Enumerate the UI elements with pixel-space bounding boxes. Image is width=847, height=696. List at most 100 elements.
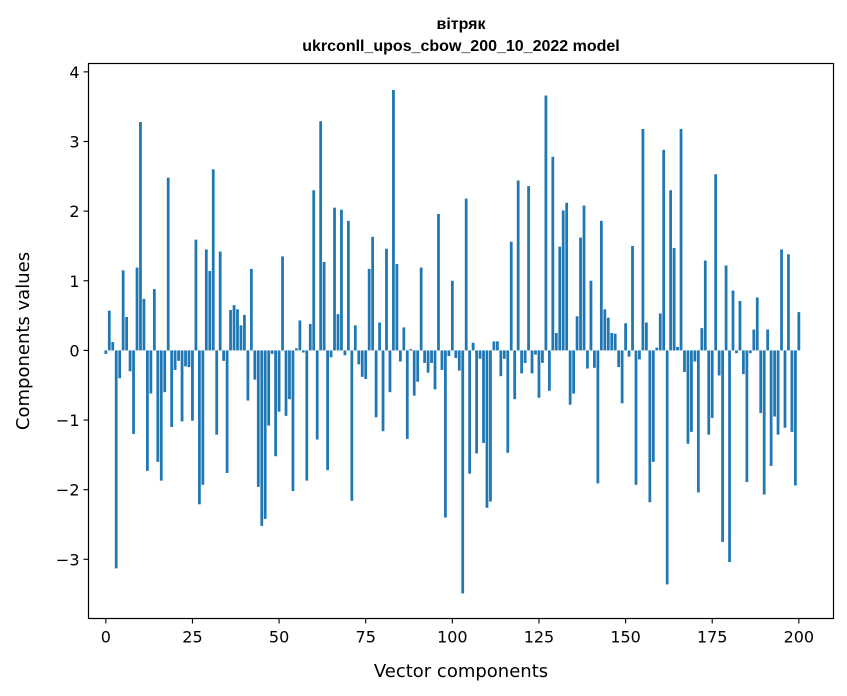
- bar-40: [243, 314, 246, 351]
- bar-15: [156, 350, 160, 462]
- bar-68: [340, 209, 343, 351]
- bar-169: [690, 350, 693, 432]
- bar-20: [173, 350, 177, 370]
- bar-46: [263, 350, 267, 519]
- bar-80: [381, 350, 385, 432]
- chart-title-line-2: ukrconll_upos_cbow_200_10_2022 model: [302, 38, 619, 55]
- bar-141: [593, 350, 596, 368]
- bar-164: [672, 248, 676, 351]
- bar-140: [589, 280, 593, 351]
- bar-161: [662, 149, 666, 351]
- bar-114: [499, 350, 503, 377]
- bar-168: [686, 350, 690, 444]
- bar-160: [658, 313, 662, 351]
- bar-51: [281, 256, 284, 351]
- bar-45: [260, 350, 264, 526]
- bar-163: [669, 190, 673, 351]
- bar-101: [454, 350, 458, 359]
- bar-77: [371, 236, 375, 351]
- bar-175: [710, 350, 714, 418]
- bar-5: [121, 270, 125, 351]
- bar-35: [225, 350, 229, 473]
- bar-49: [274, 350, 277, 457]
- bar-119: [516, 180, 520, 351]
- bar-71: [350, 350, 354, 501]
- bar-70: [347, 220, 350, 351]
- bar-89: [412, 350, 416, 396]
- bar-194: [776, 350, 780, 435]
- x-tick-label-50: 50: [269, 628, 289, 647]
- bar-126: [541, 350, 544, 363]
- bar-9: [135, 267, 139, 351]
- bar-99: [447, 350, 451, 356]
- plot-frame: [87, 62, 835, 620]
- bar-21: [177, 350, 180, 361]
- bar-199: [794, 350, 797, 486]
- bar-65: [329, 350, 333, 358]
- bar-170: [693, 350, 697, 362]
- bar-200: [797, 312, 801, 351]
- bar-183: [738, 300, 742, 351]
- bar-2: [111, 342, 115, 351]
- bar-145: [606, 317, 610, 351]
- bar-50: [277, 350, 281, 412]
- bar-167: [683, 350, 686, 372]
- bar-55: [295, 348, 298, 351]
- bar-109: [482, 350, 485, 444]
- bar-148: [617, 350, 621, 368]
- bar-4: [118, 350, 122, 379]
- bars-group: [104, 89, 801, 594]
- bar-153: [634, 350, 638, 485]
- bar-157: [648, 350, 652, 503]
- bar-135: [572, 350, 575, 394]
- bar-198: [790, 350, 794, 432]
- bar-127: [544, 95, 548, 351]
- bar-29: [204, 249, 208, 351]
- bar-193: [773, 350, 776, 417]
- bar-57: [301, 350, 305, 353]
- bar-105: [468, 350, 472, 474]
- bar-185: [745, 350, 749, 483]
- bar-76: [367, 268, 371, 351]
- bar-113: [496, 341, 499, 351]
- x-tick-label-175: 175: [697, 628, 728, 647]
- bar-133: [565, 202, 569, 351]
- bar-72: [353, 325, 357, 351]
- x-axis-label: Vector components: [374, 661, 548, 682]
- bar-96: [437, 213, 440, 351]
- y-tick-label-2: 2: [69, 202, 79, 221]
- bar-197: [787, 254, 790, 351]
- x-tick-label-100: 100: [437, 628, 468, 647]
- bar-12: [146, 350, 149, 471]
- bar-121: [523, 350, 527, 363]
- bar-33: [218, 251, 222, 351]
- bar-87: [405, 350, 409, 439]
- bar-23: [184, 350, 187, 367]
- bar-111: [489, 350, 492, 502]
- bar-159: [655, 347, 659, 351]
- bar-64: [326, 350, 329, 471]
- x-tick-label-150: 150: [610, 628, 641, 647]
- bar-24: [187, 350, 191, 368]
- bar-195: [780, 249, 783, 351]
- bar-1: [107, 310, 111, 351]
- bar-120: [520, 350, 524, 374]
- bar-131: [558, 246, 562, 351]
- bar-179: [724, 265, 728, 351]
- bar-95: [433, 350, 437, 390]
- bar-117: [509, 241, 513, 351]
- bar-17: [163, 350, 167, 393]
- chart-title-line-1: вітряк: [436, 16, 486, 33]
- bar-61: [315, 350, 319, 440]
- bar-98: [444, 350, 447, 518]
- bar-125: [537, 350, 541, 398]
- y-tick-label-4: 4: [69, 63, 79, 82]
- bar-10: [139, 121, 142, 351]
- bar-31: [211, 169, 215, 351]
- bar-138: [582, 205, 586, 351]
- bar-78: [374, 350, 378, 418]
- bar-166: [679, 128, 683, 351]
- bar-189: [759, 350, 763, 414]
- bar-81: [385, 248, 388, 351]
- bar-106: [471, 342, 475, 351]
